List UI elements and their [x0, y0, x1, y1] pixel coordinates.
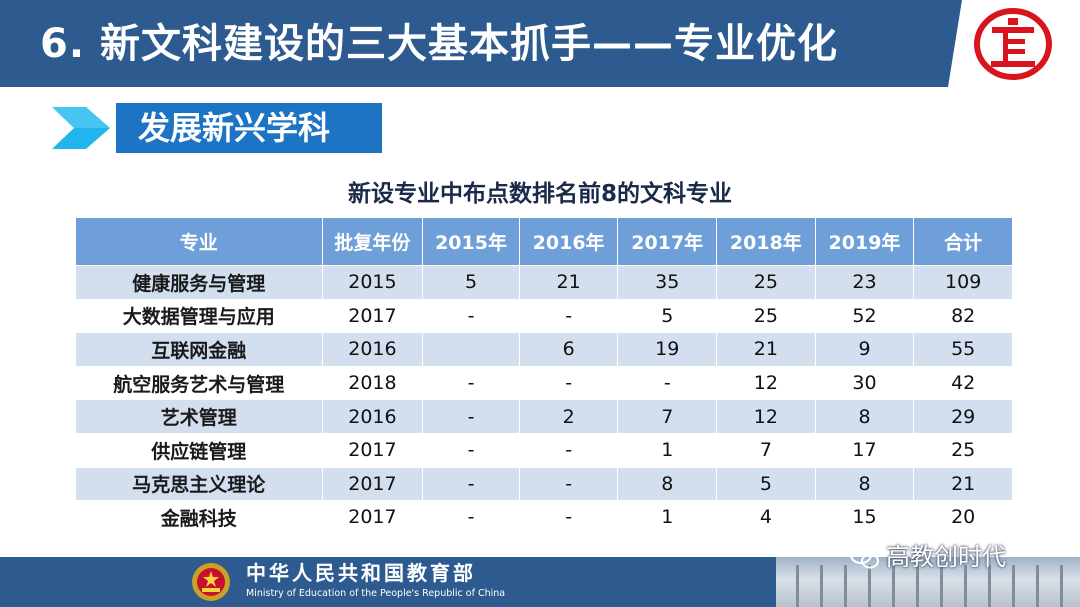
arrow-right-icon	[52, 107, 110, 149]
table-row: 健康服务与管理 2015 5 21 35 25 23 109	[75, 265, 1013, 300]
column-header: 合计	[913, 217, 1013, 266]
major-name-cell: 健康服务与管理	[75, 265, 323, 300]
table-cell: 55	[913, 332, 1013, 367]
table-header-row: 专业 批复年份 2015年 2016年 2017年 2018年 2019年 合计	[75, 217, 1013, 266]
table-cell: 2016	[321, 399, 424, 434]
major-name-cell: 金融科技	[75, 500, 323, 535]
table-cell: -	[518, 500, 619, 535]
column-header: 2016年	[518, 217, 619, 266]
ministry-name-cn: 中华人民共和国教育部	[246, 561, 476, 585]
major-name-cell: 航空服务艺术与管理	[75, 365, 323, 401]
table-cell: 21	[518, 265, 619, 300]
table-cell: 9	[814, 332, 915, 367]
table-cell: 25	[716, 265, 816, 300]
table-row: 艺术管理 2016 - 2 7 12 8 29	[75, 399, 1013, 434]
footer-bar: 中华人民共和国教育部 Ministry of Education of the …	[0, 557, 1080, 607]
table-cell: -	[422, 399, 520, 434]
column-header: 2018年	[716, 217, 816, 266]
table-cell: -	[422, 500, 520, 535]
major-name-cell: 供应链管理	[75, 432, 323, 468]
table-cell: -	[518, 466, 619, 502]
major-name-cell: 大数据管理与应用	[75, 298, 323, 334]
page-title: 6. 新文科建设的三大基本抓手——专业优化	[40, 21, 838, 67]
table-row: 大数据管理与应用 2017 - - 5 25 52 82	[75, 298, 1013, 334]
column-header: 批复年份	[321, 217, 424, 266]
table-cell: 12	[716, 365, 816, 401]
table-cell: 7	[716, 432, 816, 468]
table-cell: 29	[913, 399, 1013, 434]
table-cell: 21	[716, 332, 816, 367]
table-cell: 21	[913, 466, 1013, 502]
table-row: 马克思主义理论 2017 - - 8 5 8 21	[75, 466, 1013, 502]
table-cell: 5	[716, 466, 816, 502]
national-emblem-icon	[192, 563, 230, 601]
table-cell: 17	[814, 432, 915, 468]
table-cell: 8	[814, 466, 915, 502]
building-image	[776, 557, 1080, 607]
table-row: 供应链管理 2017 - - 1 7 17 25	[75, 432, 1013, 468]
table-cell: 25	[716, 298, 816, 334]
major-name-cell: 艺术管理	[75, 399, 323, 434]
table-cell: 30	[814, 365, 915, 401]
table-cell: 6	[518, 332, 619, 367]
university-logo-icon	[974, 8, 1052, 80]
logo-panel	[948, 0, 1080, 87]
table-cell: 12	[716, 399, 816, 434]
table-cell: 2015	[321, 265, 424, 300]
table-cell: 2017	[321, 466, 424, 502]
table-cell: -	[422, 298, 520, 334]
table-row: 互联网金融 2016 6 19 21 9 55	[75, 332, 1013, 367]
major-ranking-table: 专业 批复年份 2015年 2016年 2017年 2018年 2019年 合计…	[75, 217, 1013, 535]
column-header: 2017年	[617, 217, 718, 266]
table-cell: -	[422, 432, 520, 468]
table-cell: 2017	[321, 432, 424, 468]
table-cell: 2016	[321, 332, 424, 367]
table-cell: 20	[913, 500, 1013, 535]
watermark-text: 高教创时代	[886, 543, 1006, 571]
table-cell: 1	[617, 500, 718, 535]
table-cell: -	[518, 298, 619, 334]
table-cell: -	[617, 365, 718, 401]
table-title: 新设专业中布点数排名前8的文科专业	[347, 181, 732, 207]
table-cell: 109	[913, 265, 1013, 300]
table-cell: 23	[814, 265, 915, 300]
table-cell: -	[518, 432, 619, 468]
table-cell: 1	[617, 432, 718, 468]
table-cell: 42	[913, 365, 1013, 401]
table-cell: -	[518, 365, 619, 401]
major-name-cell: 马克思主义理论	[75, 466, 323, 502]
table-cell: 25	[913, 432, 1013, 468]
table-cell: 8	[617, 466, 718, 502]
table-cell: 8	[814, 399, 915, 434]
table-cell: 2018	[321, 365, 424, 401]
column-header: 2015年	[422, 217, 520, 266]
table-row: 航空服务艺术与管理 2018 - - - 12 30 42	[75, 365, 1013, 401]
column-header: 2019年	[814, 217, 915, 266]
table-cell: 2	[518, 399, 619, 434]
table-cell: -	[422, 365, 520, 401]
table-cell: 35	[617, 265, 718, 300]
ministry-name-en: Ministry of Education of the People's Re…	[246, 588, 506, 599]
column-header: 专业	[75, 217, 323, 266]
table-cell: 52	[814, 298, 915, 334]
table-cell: 19	[617, 332, 718, 367]
table-cell: 82	[913, 298, 1013, 334]
wechat-icon	[850, 546, 879, 569]
table-cell: 5	[617, 298, 718, 334]
table-cell	[422, 332, 520, 367]
major-name-cell: 互联网金融	[75, 332, 323, 367]
table-cell: 2017	[321, 298, 424, 334]
table-cell: 7	[617, 399, 718, 434]
table-cell: 5	[422, 265, 520, 300]
header-bar: 6. 新文科建设的三大基本抓手——专业优化	[0, 0, 1080, 87]
table-cell: 4	[716, 500, 816, 535]
table-row: 金融科技 2017 - - 1 4 15 20	[75, 500, 1013, 535]
table-cell: 2017	[321, 500, 424, 535]
table-cell: -	[422, 466, 520, 502]
watermark: 高教创时代	[850, 540, 1006, 574]
table-cell: 15	[814, 500, 915, 535]
section-label: 发展新兴学科	[116, 103, 382, 153]
